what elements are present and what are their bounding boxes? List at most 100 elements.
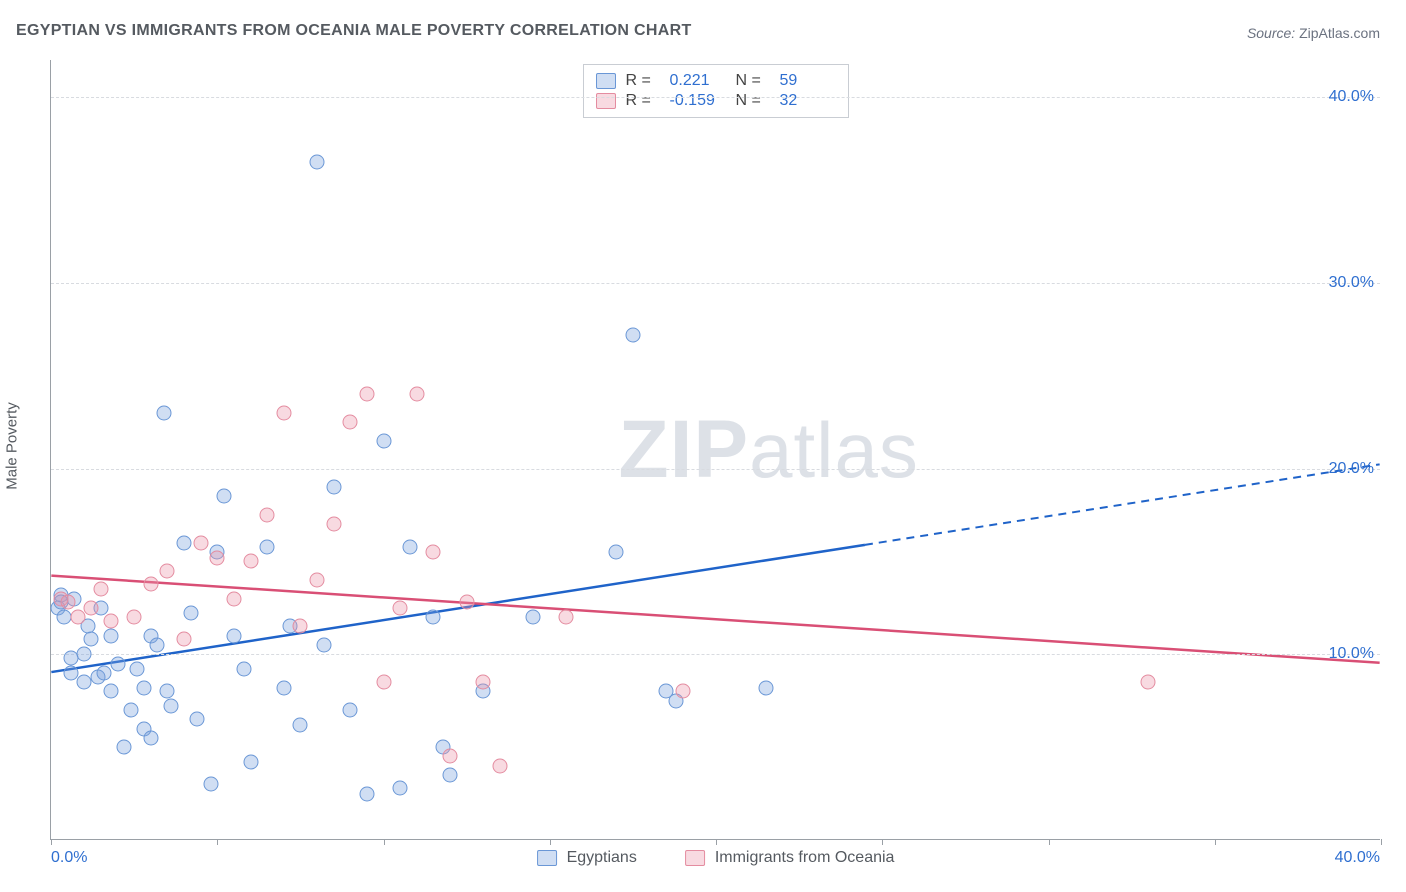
data-point-oceania	[476, 675, 491, 690]
source-attribution: Source: ZipAtlas.com	[1247, 25, 1380, 41]
y-tick-label: 40.0%	[1329, 88, 1374, 106]
data-point-oceania	[93, 582, 108, 597]
data-point-oceania	[559, 610, 574, 625]
data-point-egyptians	[226, 628, 241, 643]
data-point-egyptians	[526, 610, 541, 625]
data-point-oceania	[393, 600, 408, 615]
data-point-egyptians	[326, 480, 341, 495]
data-point-egyptians	[359, 786, 374, 801]
data-point-oceania	[459, 595, 474, 610]
data-point-oceania	[293, 619, 308, 634]
x-tick	[384, 839, 385, 845]
gridline	[51, 469, 1380, 470]
data-point-egyptians	[117, 740, 132, 755]
data-point-oceania	[426, 545, 441, 560]
data-point-oceania	[1141, 675, 1156, 690]
data-point-oceania	[160, 563, 175, 578]
data-point-oceania	[492, 758, 507, 773]
swatch-egyptians	[596, 73, 616, 89]
data-point-egyptians	[316, 638, 331, 653]
x-tick	[550, 839, 551, 845]
data-point-egyptians	[276, 680, 291, 695]
source-value: ZipAtlas.com	[1299, 25, 1380, 41]
data-point-oceania	[326, 517, 341, 532]
data-point-oceania	[409, 387, 424, 402]
data-point-oceania	[443, 749, 458, 764]
y-axis-title: Male Poverty	[4, 402, 21, 490]
source-label: Source:	[1247, 25, 1295, 41]
y-tick-label: 20.0%	[1329, 460, 1374, 478]
data-point-egyptians	[103, 628, 118, 643]
data-point-oceania	[60, 595, 75, 610]
data-point-egyptians	[393, 781, 408, 796]
data-point-egyptians	[177, 535, 192, 550]
data-point-egyptians	[130, 662, 145, 677]
data-point-egyptians	[343, 703, 358, 718]
data-point-oceania	[675, 684, 690, 699]
gridline	[51, 97, 1380, 98]
data-point-oceania	[226, 591, 241, 606]
data-point-egyptians	[97, 665, 112, 680]
data-point-oceania	[343, 415, 358, 430]
y-tick-label: 10.0%	[1329, 645, 1374, 663]
data-point-egyptians	[83, 632, 98, 647]
x-tick	[51, 839, 52, 845]
correlation-legend: R = 0.221 N = 59 R = -0.159 N = 32	[583, 64, 849, 118]
n-value-oceania: 32	[780, 92, 836, 110]
r-value-oceania: -0.159	[670, 92, 726, 110]
series-legend: Egyptians Immigrants from Oceania	[537, 849, 895, 867]
data-point-egyptians	[103, 684, 118, 699]
data-point-egyptians	[609, 545, 624, 560]
data-point-oceania	[260, 508, 275, 523]
data-point-egyptians	[236, 662, 251, 677]
data-point-oceania	[310, 573, 325, 588]
watermark: ZIPatlas	[618, 403, 918, 497]
series-label-oceania: Immigrants from Oceania	[715, 849, 895, 867]
data-point-oceania	[103, 613, 118, 628]
x-tick	[1049, 839, 1050, 845]
data-point-oceania	[376, 675, 391, 690]
data-point-oceania	[276, 405, 291, 420]
x-tick	[1381, 839, 1382, 845]
data-point-oceania	[177, 632, 192, 647]
data-point-egyptians	[160, 684, 175, 699]
data-point-egyptians	[216, 489, 231, 504]
data-point-egyptians	[190, 712, 205, 727]
data-point-egyptians	[403, 539, 418, 554]
legend-row-egyptians: R = 0.221 N = 59	[596, 72, 836, 90]
data-point-egyptians	[137, 680, 152, 695]
data-point-egyptians	[150, 638, 165, 653]
x-tick	[1215, 839, 1216, 845]
data-point-egyptians	[310, 155, 325, 170]
gridline	[51, 654, 1380, 655]
x-tick	[217, 839, 218, 845]
x-axis-min-label: 0.0%	[51, 849, 87, 867]
data-point-oceania	[127, 610, 142, 625]
data-point-oceania	[83, 600, 98, 615]
scatter-plot-area: ZIPatlas R = 0.221 N = 59 R = -0.159 N =…	[50, 60, 1380, 840]
data-point-oceania	[210, 550, 225, 565]
data-point-egyptians	[63, 665, 78, 680]
data-point-egyptians	[376, 433, 391, 448]
r-label: R =	[626, 72, 660, 90]
data-point-egyptians	[77, 647, 92, 662]
data-point-egyptians	[758, 680, 773, 695]
n-value-egyptians: 59	[780, 72, 836, 90]
r-label: R =	[626, 92, 660, 110]
x-axis-max-label: 40.0%	[1335, 849, 1380, 867]
watermark-suffix: atlas	[749, 406, 919, 494]
chart-title: EGYPTIAN VS IMMIGRANTS FROM OCEANIA MALE…	[16, 22, 692, 40]
watermark-brand: ZIP	[618, 404, 749, 495]
n-label: N =	[736, 92, 770, 110]
data-point-egyptians	[123, 703, 138, 718]
legend-item-oceania: Immigrants from Oceania	[685, 849, 895, 867]
legend-item-egyptians: Egyptians	[537, 849, 637, 867]
swatch-oceania	[596, 93, 616, 109]
data-point-oceania	[143, 576, 158, 591]
data-point-egyptians	[426, 610, 441, 625]
data-point-egyptians	[110, 656, 125, 671]
n-label: N =	[736, 72, 770, 90]
swatch-oceania	[685, 850, 705, 866]
data-point-oceania	[243, 554, 258, 569]
x-tick	[716, 839, 717, 845]
